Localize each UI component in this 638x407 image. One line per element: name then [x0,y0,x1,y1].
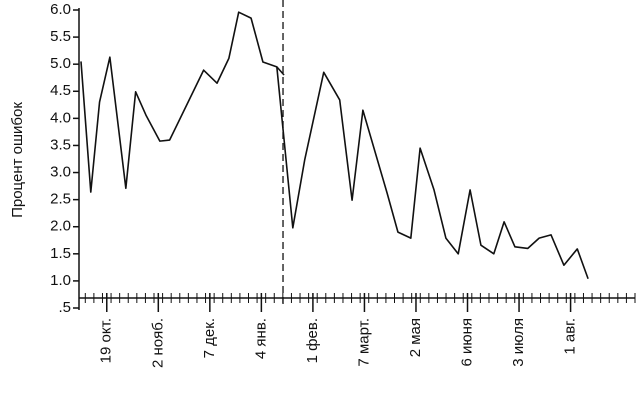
y-tick-label: 3.5 [50,136,71,153]
data-line [276,66,285,76]
y-tick-label: 6.0 [50,1,71,18]
y-axis-label: Процент ошибок [9,102,26,218]
data-line [80,11,589,280]
y-tick-label: 3.0 [50,164,71,181]
y-tick-label: 4.0 [50,109,71,126]
x-tick-label: 7 дек. [201,318,218,358]
x-tick-label: 4 янв. [252,318,269,359]
x-tick-label: 1 фев. [304,318,321,363]
x-tick-label: 2 нояб. [149,318,166,368]
y-tick-label: 5.0 [50,55,71,72]
x-tick-label: 19 окт. [98,318,115,363]
x-tick-label: 1 авг. [562,318,579,355]
y-tick-label: 2.0 [50,218,71,235]
x-tick-label: 6 июня [458,318,475,367]
y-tick-label: 4.5 [50,82,71,99]
x-tick-label: 2 мая [407,318,424,357]
y-tick-label: 1.0 [50,272,71,289]
y-tick-label: 5.5 [50,28,71,45]
y-tick-label: .5 [58,299,71,316]
x-tick-label: 3 июля [510,318,527,367]
y-tick-label: 2.5 [50,191,71,208]
x-tick-label: 7 март. [355,318,372,367]
y-tick-label: 1.5 [50,245,71,262]
